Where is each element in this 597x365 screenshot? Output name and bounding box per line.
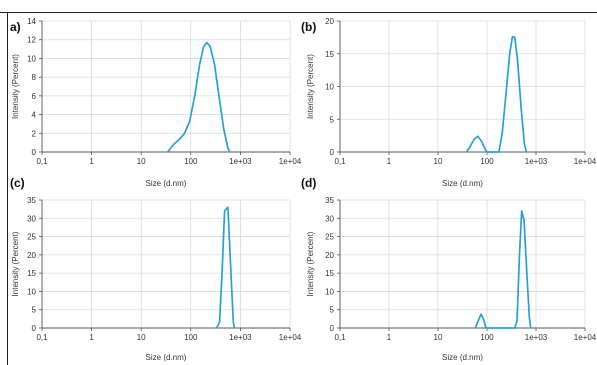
y-tick-label: 30 xyxy=(27,214,36,223)
x-tick-label: 0,1 xyxy=(36,333,48,342)
y-tick-label: 0 xyxy=(330,148,335,157)
x-tick-label: 10 xyxy=(137,157,146,166)
panel-label: (d) xyxy=(301,176,316,190)
panel-label: (b) xyxy=(301,20,316,34)
y-tick-label: 10 xyxy=(27,54,36,63)
x-tick-label: 1 xyxy=(89,333,94,342)
x-axis-title: Size (d.nm) xyxy=(442,179,483,188)
x-tick-label: 100 xyxy=(480,333,494,342)
y-tick-label: 12 xyxy=(27,36,36,45)
x-tick-label: 1 xyxy=(89,157,94,166)
x-axis-title: Size (d.nm) xyxy=(146,179,187,188)
x-tick-label: 10 xyxy=(434,333,443,342)
y-tick-label: 0 xyxy=(32,148,37,157)
x-tick-label: 100 xyxy=(480,157,494,166)
y-tick-label: 35 xyxy=(27,196,36,205)
x-tick-label: 0,1 xyxy=(334,157,346,166)
y-tick-label: 2 xyxy=(32,129,37,138)
y-tick-label: 5 xyxy=(330,115,335,124)
y-tick-label: 4 xyxy=(32,111,37,120)
y-tick-label: 10 xyxy=(27,287,36,296)
y-axis-title: Intensity (Percent) xyxy=(11,54,20,119)
chart-panel: (c) 0,1 1 10 100 1e+03 1e+04 0 5 10 15 20 25 30 35 Size… xyxy=(10,176,302,362)
y-tick-label: 15 xyxy=(325,269,334,278)
y-tick-label: 0 xyxy=(32,324,37,333)
x-tick-label: 1e+04 xyxy=(574,157,597,166)
panel-label: (c) xyxy=(10,176,25,190)
x-tick-label: 1e+03 xyxy=(229,157,252,166)
x-tick-label: 0,1 xyxy=(36,157,48,166)
x-tick-label: 1e+03 xyxy=(525,157,548,166)
x-tick-label: 1e+04 xyxy=(279,333,302,342)
x-tick-label: 1 xyxy=(387,157,392,166)
x-tick-label: 10 xyxy=(434,157,443,166)
size-distribution-line xyxy=(475,211,530,328)
y-tick-label: 35 xyxy=(325,196,334,205)
y-axis-title: Intensity (Percent) xyxy=(306,231,315,296)
y-tick-label: 30 xyxy=(325,214,334,223)
x-tick-label: 100 xyxy=(184,333,198,342)
y-tick-label: 5 xyxy=(330,306,335,315)
y-tick-label: 20 xyxy=(27,251,36,260)
x-tick-label: 1e+04 xyxy=(279,157,302,166)
y-tick-label: 10 xyxy=(325,287,334,296)
x-tick-label: 1e+03 xyxy=(229,333,252,342)
y-tick-label: 14 xyxy=(27,17,36,26)
y-tick-label: 20 xyxy=(325,251,334,260)
y-tick-label: 15 xyxy=(325,50,334,59)
y-tick-label: 0 xyxy=(330,324,335,333)
x-tick-label: 1e+04 xyxy=(574,333,597,342)
y-tick-label: 25 xyxy=(27,233,36,242)
chart-panel: a) 0,1 1 10 100 1e+03 1e+04 0 2 4 6 8 10 12 14 Size (d.… xyxy=(10,17,302,188)
size-distribution-line xyxy=(168,43,231,152)
y-tick-label: 5 xyxy=(32,306,37,315)
y-tick-label: 25 xyxy=(325,233,334,242)
x-tick-label: 10 xyxy=(137,333,146,342)
y-axis-title: Intensity (Percent) xyxy=(11,231,20,296)
y-tick-label: 6 xyxy=(32,92,37,101)
chart-panel: (d) 0,1 1 10 100 1e+03 1e+04 0 5 10 15 20 25 30 35 Size… xyxy=(301,176,597,362)
y-tick-label: 10 xyxy=(325,83,334,92)
chart-panel: (b) 0,1 1 10 100 1e+03 1e+04 0 5 10 15 20 Size (d.nm… xyxy=(301,17,597,188)
y-tick-label: 20 xyxy=(325,17,334,26)
y-axis-title: Intensity (Percent) xyxy=(306,54,315,119)
x-tick-label: 1 xyxy=(387,333,392,342)
x-tick-label: 0,1 xyxy=(334,333,346,342)
y-tick-label: 8 xyxy=(32,73,37,82)
x-tick-label: 100 xyxy=(184,157,198,166)
x-axis-title: Size (d.nm) xyxy=(146,353,187,362)
panel-label: a) xyxy=(10,20,21,34)
x-tick-label: 1e+03 xyxy=(525,333,548,342)
y-tick-label: 15 xyxy=(27,269,36,278)
x-axis-title: Size (d.nm) xyxy=(442,353,483,362)
